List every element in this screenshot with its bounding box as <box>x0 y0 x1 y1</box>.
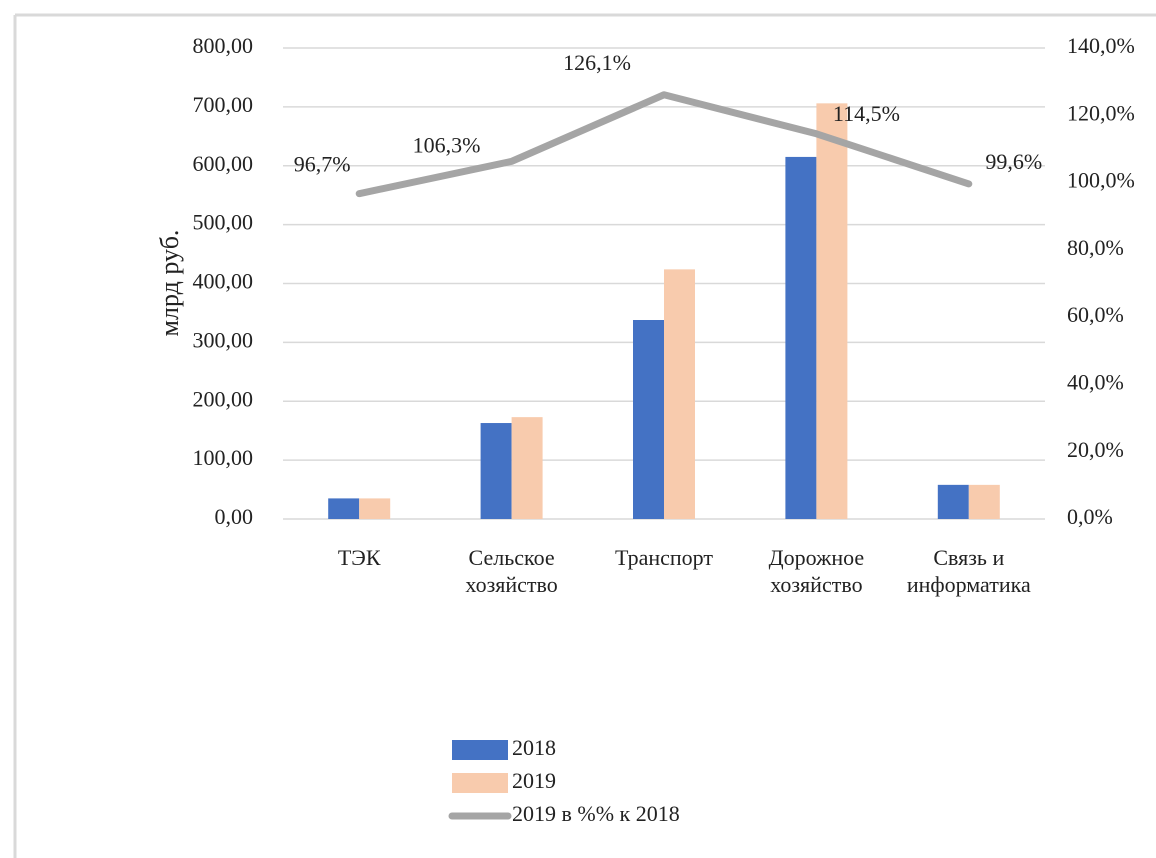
x-tick-label: Дорожное хозяйство <box>768 545 865 597</box>
y2-tick-label: 140,0% <box>1067 33 1135 58</box>
y-axis-title: млрд руб. <box>155 230 184 337</box>
bar <box>937 484 969 519</box>
data-label: 96,7% <box>294 152 351 177</box>
y-tick-label: 0,00 <box>215 504 254 529</box>
y2-tick-label: 100,0% <box>1067 168 1135 193</box>
data-label: 114,5% <box>833 101 900 126</box>
x-tick-label: ТЭК <box>337 545 381 570</box>
legend-label: 2019 в %% к 2018 <box>512 801 680 826</box>
data-label: 126,1% <box>563 50 631 75</box>
y-tick-label: 600,00 <box>193 151 254 176</box>
y-tick-label: 800,00 <box>193 33 254 58</box>
bar <box>785 156 817 519</box>
y2-tick-label: 60,0% <box>1067 302 1124 327</box>
bar <box>968 484 1000 519</box>
legend-swatch <box>452 773 508 793</box>
bar <box>816 103 848 519</box>
x-tick-label: Транспорт <box>614 545 713 570</box>
y2-tick-label: 80,0% <box>1067 235 1124 260</box>
y-tick-label: 400,00 <box>193 269 254 294</box>
y-tick-label: 300,00 <box>193 327 254 352</box>
y-tick-label: 200,00 <box>193 386 254 411</box>
y-tick-label: 700,00 <box>193 92 254 117</box>
y2-tick-label: 20,0% <box>1067 437 1124 462</box>
y-tick-label: 500,00 <box>193 210 254 235</box>
legend-label: 2018 <box>512 735 556 760</box>
bar <box>359 498 391 519</box>
legend-swatch <box>452 740 508 760</box>
x-tick-label: Связь и информатика <box>906 545 1031 597</box>
y2-tick-label: 0,0% <box>1067 504 1113 529</box>
legend-label: 2019 <box>512 768 556 793</box>
bar <box>511 417 543 519</box>
y-tick-label: 100,00 <box>193 445 254 470</box>
data-label: 106,3% <box>413 132 481 157</box>
y2-tick-label: 40,0% <box>1067 369 1124 394</box>
x-tick-label: Сельское хозяйство <box>465 545 558 597</box>
line <box>355 91 973 198</box>
bar <box>664 269 695 519</box>
data-label: 99,6% <box>985 149 1042 174</box>
bar <box>480 423 512 519</box>
bar <box>633 320 664 519</box>
bar <box>328 498 360 519</box>
y2-tick-label: 120,0% <box>1067 100 1135 125</box>
